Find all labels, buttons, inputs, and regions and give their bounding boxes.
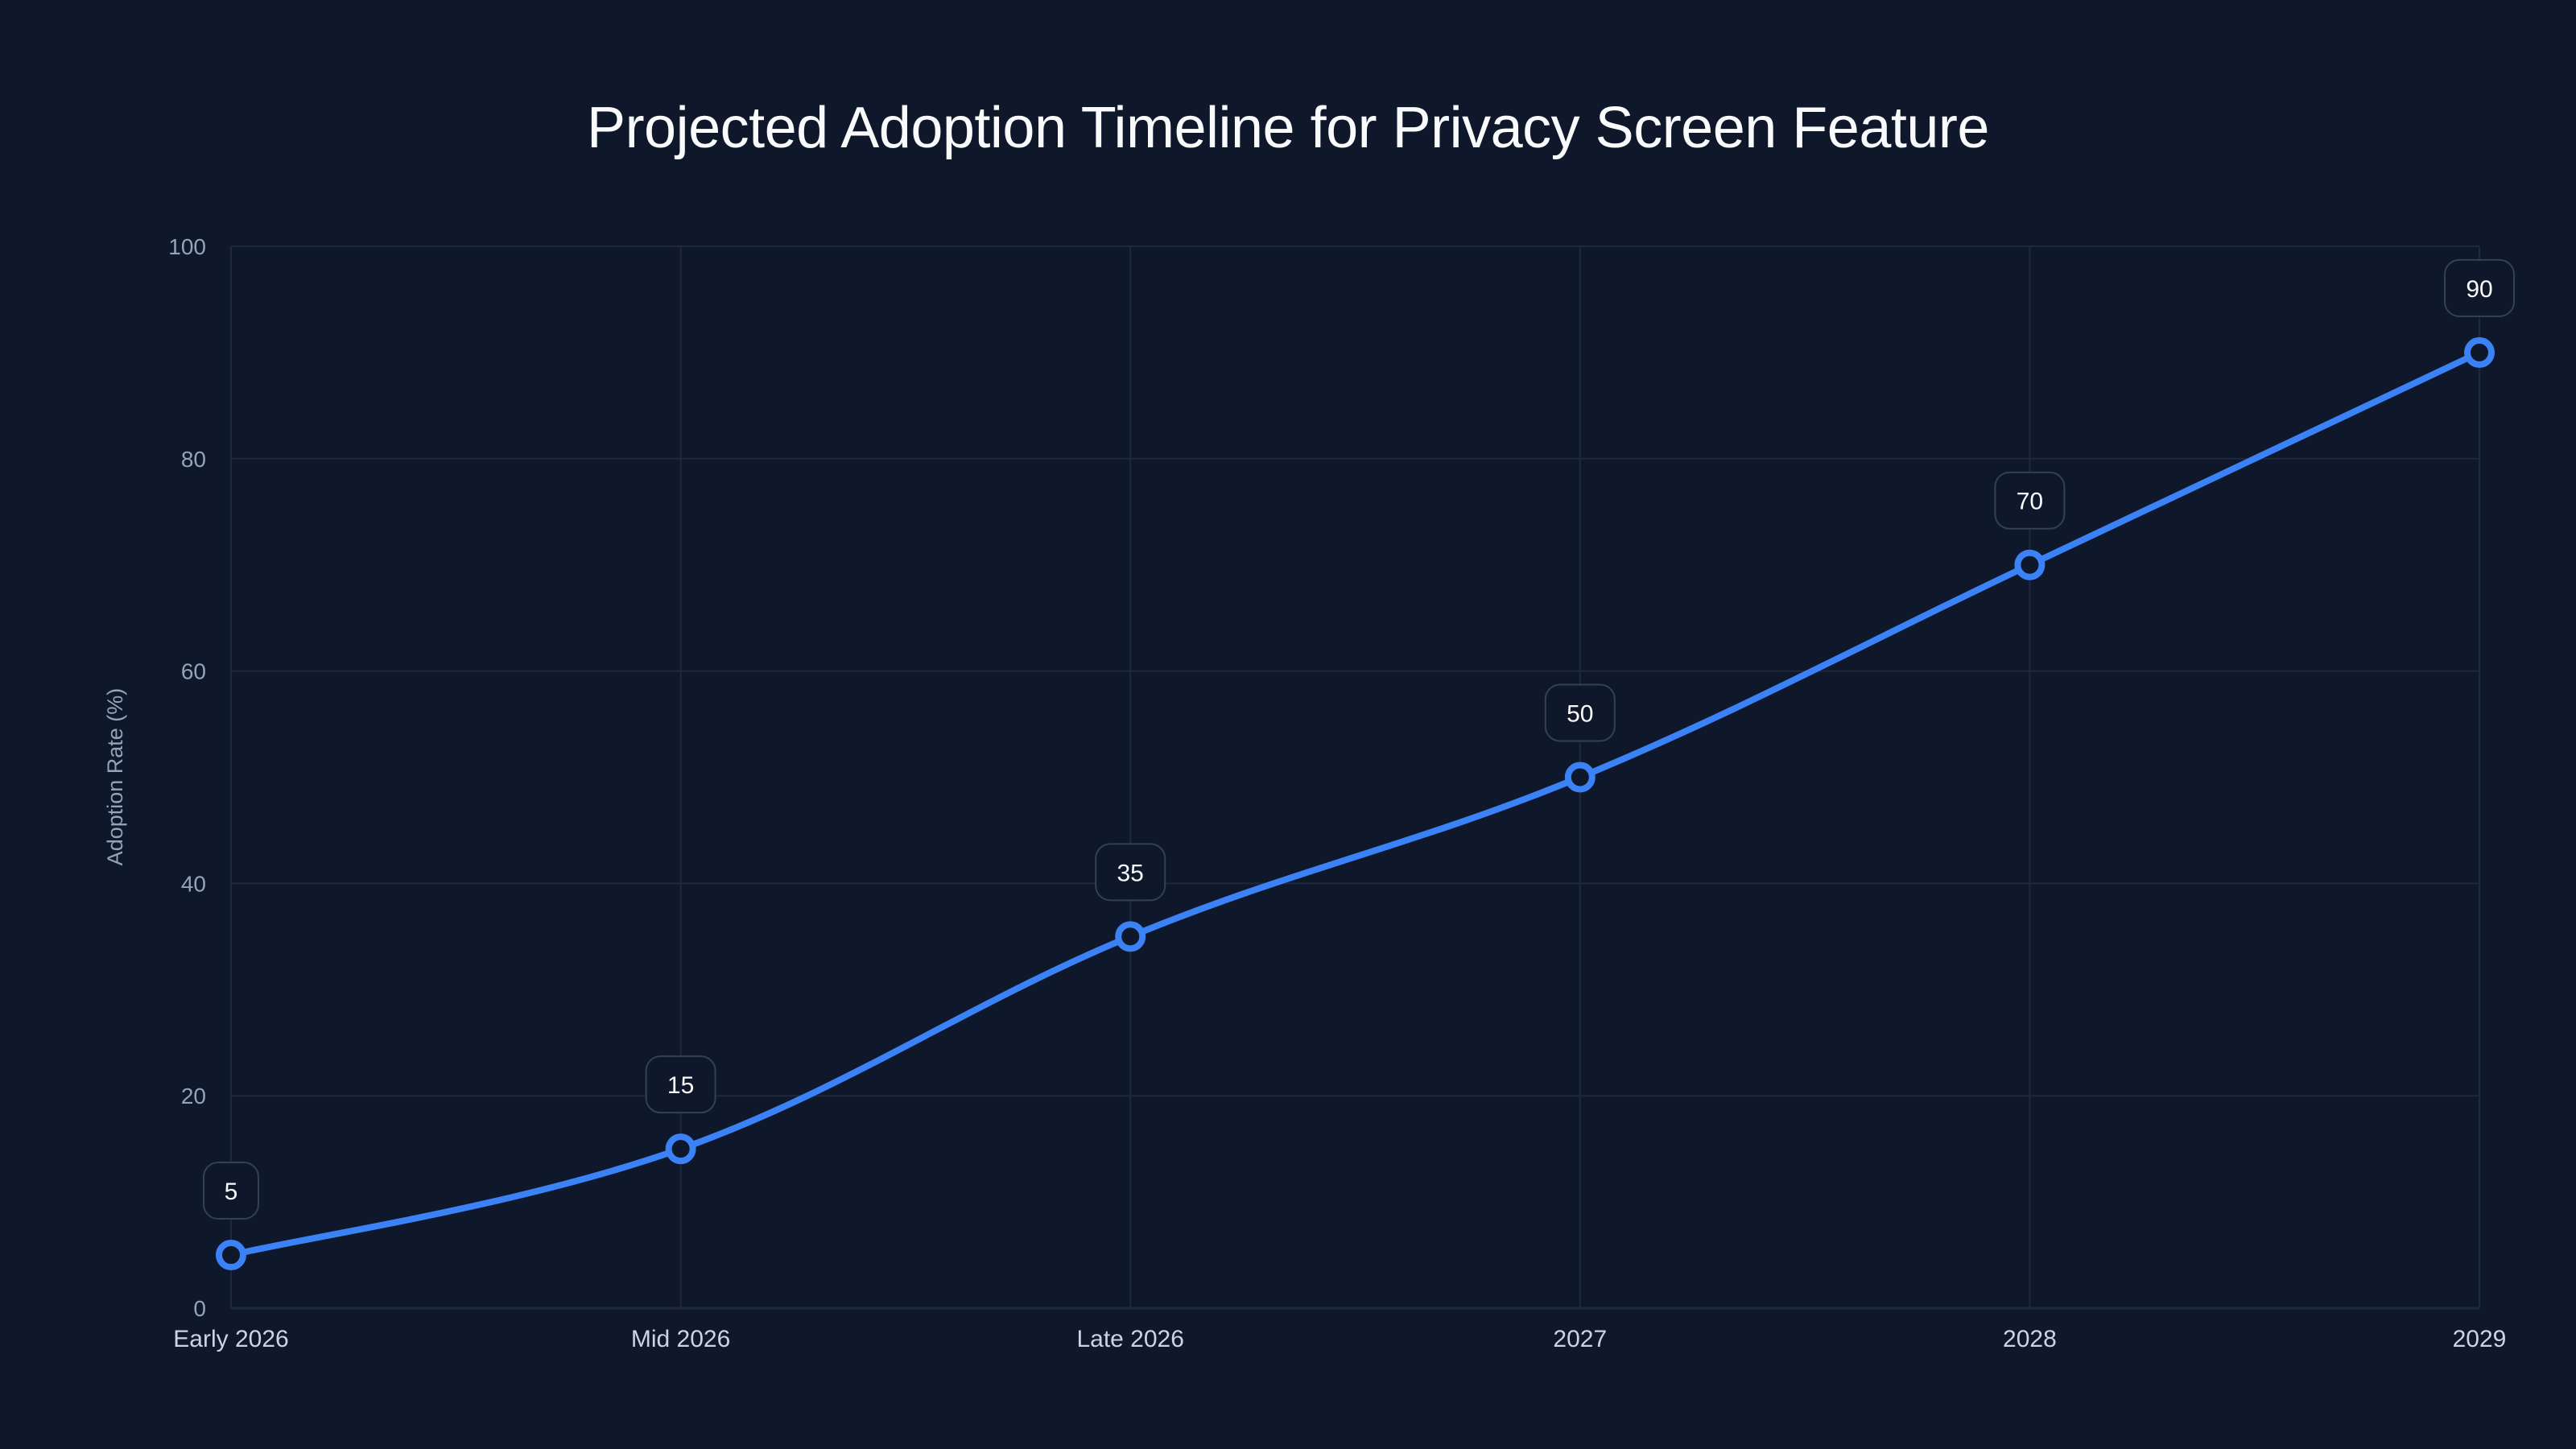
x-tick-label: Mid 2026	[631, 1326, 730, 1352]
data-labels: 5 15 35 50 70 90	[203, 258, 2515, 1220]
chart-title: Projected Adoption Timeline for Privacy …	[587, 96, 1989, 160]
y-tick-label: 100	[168, 234, 206, 259]
x-tick-label: 2028	[2003, 1326, 2057, 1352]
x-tick-label: 2029	[2453, 1326, 2507, 1352]
data-point-marker	[2464, 336, 2495, 368]
data-label-box	[1544, 683, 1616, 742]
data-label-box	[1994, 471, 2066, 530]
data-label-box	[2444, 258, 2515, 317]
x-tick-label: Late 2026	[1076, 1326, 1183, 1352]
data-label-box	[1095, 843, 1166, 902]
x-tick-label: Early 2026	[173, 1326, 288, 1352]
data-label-value: 5	[225, 1179, 238, 1205]
data-points	[216, 336, 2495, 1271]
data-point-marker	[2014, 549, 2046, 580]
data-point-marker	[1115, 921, 1146, 952]
data-label-box	[203, 1162, 259, 1220]
y-tick-label: 20	[181, 1084, 206, 1108]
data-label-box	[645, 1055, 716, 1114]
x-axis-ticks: Early 2026 Mid 2026 Late 2026 2027 2028 2029	[173, 1326, 2506, 1352]
data-label-value: 50	[1567, 701, 1593, 728]
grid-lines	[230, 246, 2480, 1310]
data-point-marker	[1564, 762, 1596, 793]
y-axis-label: Adoption Rate (%)	[103, 688, 127, 866]
data-point-marker	[216, 1240, 246, 1271]
y-axis-ticks: 0 20 40 60 80 100	[168, 234, 206, 1321]
data-label-value: 35	[1117, 860, 1144, 886]
y-tick-label: 60	[181, 659, 206, 684]
data-point-marker	[665, 1133, 696, 1165]
y-tick-label: 80	[181, 447, 206, 472]
data-label-value: 90	[2466, 276, 2492, 303]
adoption-line	[228, 349, 2483, 1259]
data-label-value: 15	[667, 1072, 694, 1099]
data-label-value: 70	[2017, 489, 2043, 515]
y-tick-label: 0	[193, 1296, 206, 1321]
x-tick-label: 2027	[1553, 1326, 1607, 1352]
y-tick-label: 40	[181, 871, 206, 896]
